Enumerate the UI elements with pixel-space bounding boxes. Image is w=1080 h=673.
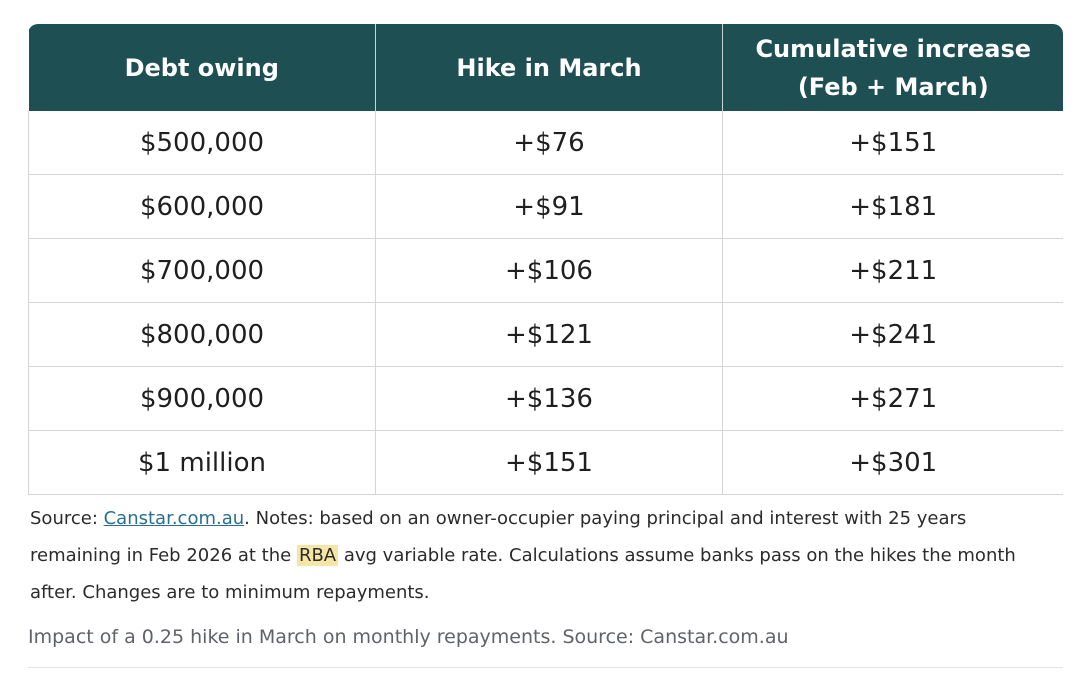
cell-cumulative-increase: +$271 <box>722 366 1063 431</box>
notes-text-part1: . Notes: based on an owner-occupier payi… <box>30 508 967 566</box>
cell-debt-owing: $800,000 <box>28 302 376 367</box>
cell-hike-in-march: +$91 <box>375 174 723 239</box>
cell-cumulative-increase: +$211 <box>722 238 1063 303</box>
cell-hike-in-march: +$151 <box>375 430 723 494</box>
cell-cumulative-increase: +$181 <box>722 174 1063 239</box>
header-cumulative-increase: Cumulative increase (Feb + March) <box>722 24 1063 111</box>
table-row: $600,000 +$91 +$181 <box>28 174 1063 239</box>
repayments-table-container: Debt owing Hike in March Cumulative incr… <box>28 24 1063 495</box>
table-header-row: Debt owing Hike in March Cumulative incr… <box>28 24 1063 111</box>
cell-cumulative-increase: +$151 <box>849 127 938 158</box>
canstar-source-link[interactable]: Canstar.com.au <box>103 508 245 529</box>
table-row: $500,000 +$76 +$151 <box>28 111 1064 175</box>
table-row: $1 million +$151 +$301 <box>28 430 1063 494</box>
cell-hike-in-march: +$136 <box>375 366 723 431</box>
cell-debt-owing: $600,000 <box>28 174 376 239</box>
cell-debt-owing: $500,000 <box>28 111 376 175</box>
cell-hike-in-march: +$76 <box>375 111 723 175</box>
table-row: $900,000 +$136 +$271 <box>28 366 1063 431</box>
cell-hike-in-march: +$106 <box>375 238 723 303</box>
source-prefix: Source: <box>30 508 104 529</box>
cell-cumulative-increase: +$241 <box>722 302 1063 367</box>
repayments-figure: Debt owing Hike in March Cumulative incr… <box>28 24 1063 668</box>
table-source-notes: Source: Canstar.com.au. Notes: based on … <box>28 500 1060 611</box>
rba-highlight: RBA <box>296 545 339 566</box>
header-cumulative-line1: Cumulative increase <box>755 34 1032 63</box>
notes-text-part2: avg variable rate. Calculations assume b… <box>30 545 1016 603</box>
header-cumulative-line2: (Feb + March) <box>797 72 989 101</box>
repayments-table: Debt owing Hike in March Cumulative incr… <box>28 24 1063 494</box>
header-debt-owing: Debt owing <box>28 24 376 111</box>
figure-caption: Impact of a 0.25 hike in March on monthl… <box>28 621 1063 668</box>
header-hike-in-march: Hike in March <box>375 24 723 111</box>
cell-debt-owing: $1 million <box>28 430 376 494</box>
table-row: $700,000 +$106 +$211 <box>28 238 1063 303</box>
cell-debt-owing: $900,000 <box>28 366 376 431</box>
cell-cumulative-increase: +$301 <box>722 430 1063 494</box>
cell-debt-owing: $700,000 <box>28 238 376 303</box>
cell-hike-in-march: +$121 <box>375 302 723 367</box>
table-row: $800,000 +$121 +$241 <box>28 302 1063 367</box>
